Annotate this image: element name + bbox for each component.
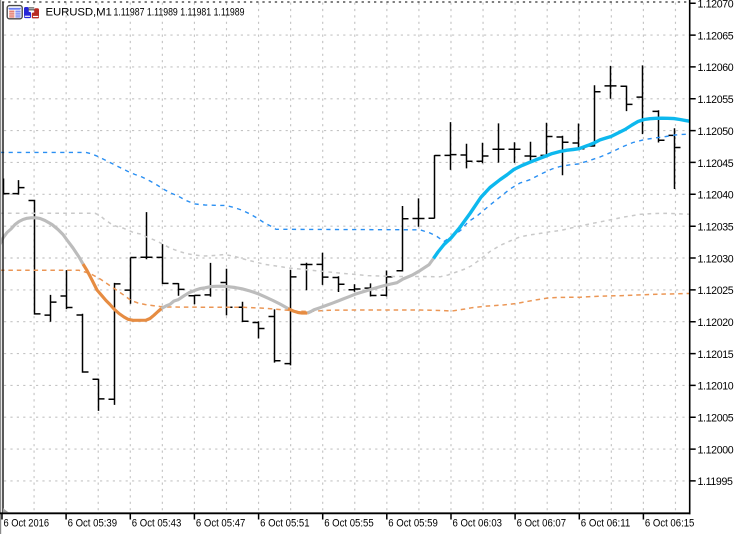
svg-text:1.12040: 1.12040 [698, 190, 734, 202]
svg-text:6 Oct 2016: 6 Oct 2016 [4, 518, 50, 530]
svg-text:6 Oct 06:03: 6 Oct 06:03 [453, 518, 503, 530]
svg-text:1.12070: 1.12070 [698, 0, 734, 11]
svg-text:6 Oct 06:15: 6 Oct 06:15 [645, 518, 695, 530]
svg-text:1.12025: 1.12025 [698, 285, 734, 297]
svg-text:6 Oct 05:43: 6 Oct 05:43 [132, 518, 182, 530]
svg-text:EURUSD,M1: EURUSD,M1 [46, 6, 112, 18]
svg-text:6 Oct 05:59: 6 Oct 05:59 [388, 518, 438, 530]
svg-text:1.12060: 1.12060 [698, 62, 734, 74]
svg-text:1.12005: 1.12005 [698, 413, 734, 425]
svg-text:6 Oct 05:51: 6 Oct 05:51 [260, 518, 310, 530]
svg-text:6 Oct 05:39: 6 Oct 05:39 [68, 518, 118, 530]
svg-text:1.12045: 1.12045 [698, 158, 734, 170]
svg-text:1.12000: 1.12000 [698, 444, 734, 456]
svg-text:1.12065: 1.12065 [698, 30, 734, 42]
svg-text:6 Oct 06:11: 6 Oct 06:11 [581, 518, 631, 530]
svg-text:1.12055: 1.12055 [698, 94, 734, 106]
svg-text:1.12015: 1.12015 [698, 349, 734, 361]
svg-text:1.12050: 1.12050 [698, 126, 734, 138]
svg-text:1.11995: 1.11995 [698, 476, 734, 488]
svg-text:6 Oct 05:55: 6 Oct 05:55 [324, 518, 374, 530]
svg-text:1.12010: 1.12010 [698, 381, 734, 393]
svg-text:1.12030: 1.12030 [698, 253, 734, 265]
svg-text:6 Oct 05:47: 6 Oct 05:47 [196, 518, 246, 530]
svg-text:1.12020: 1.12020 [698, 317, 734, 329]
svg-text:1.12035: 1.12035 [698, 222, 734, 234]
svg-text:6 Oct 06:07: 6 Oct 06:07 [517, 518, 567, 530]
svg-text:1.11987 1.11989 1.11981 1.1198: 1.11987 1.11989 1.11981 1.11989 [114, 6, 245, 18]
